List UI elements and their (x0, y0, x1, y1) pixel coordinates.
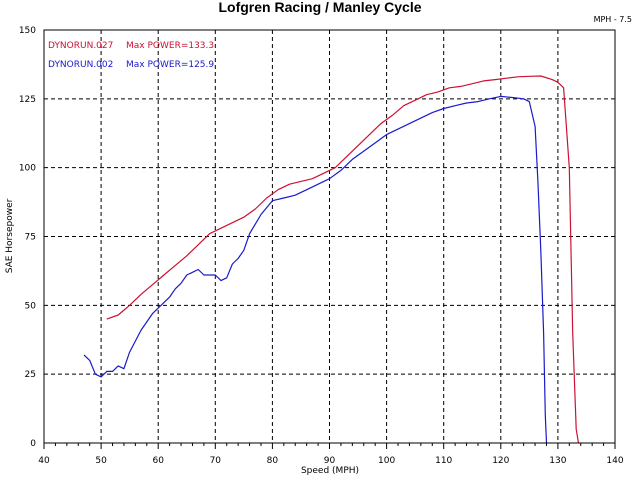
corner-note: MPH - 7.5 (594, 15, 632, 24)
y-tick-label: 0 (30, 439, 36, 449)
x-tick-label: 120 (492, 456, 509, 466)
legend-series-name: DYNORUN.002 (48, 60, 113, 70)
x-tick-label: 140 (606, 456, 623, 466)
series-line-2 (83, 95, 548, 444)
x-tick-label: 100 (378, 456, 395, 466)
legend-series-name: DYNORUN.027 (48, 41, 113, 51)
legend: DYNORUN.027 Max POWER=133.3 DYNORUN.002 Max… (48, 41, 214, 70)
grid (44, 30, 615, 443)
x-tick-label: 130 (549, 456, 566, 466)
legend-max-power: Max POWER=125.9 (126, 60, 214, 70)
x-tick-label: 110 (435, 456, 452, 466)
series-group (83, 75, 580, 444)
x-axis-label: Speed (MPH) (301, 466, 359, 476)
y-tick-label: 50 (25, 301, 37, 311)
y-tick-label: 100 (19, 164, 36, 174)
x-tick-label: 90 (324, 456, 336, 466)
plot-frame (43, 29, 616, 444)
y-axis-label: SAE Horsepower (5, 198, 15, 273)
x-tick-label: 60 (152, 456, 164, 466)
x-tick-label: 50 (95, 456, 107, 466)
x-tick-label: 40 (38, 456, 50, 466)
y-tick-label: 150 (19, 26, 36, 36)
axis-ticks: 40 50 60 70 80 90 100 110 120 130 140 0 25 50 75 100 125… (19, 26, 624, 466)
x-tick-label: 80 (267, 456, 279, 466)
y-tick-label: 75 (25, 233, 36, 243)
y-tick-label: 25 (25, 370, 36, 380)
y-tick-label: 125 (19, 95, 36, 105)
chart-title: Lofgren Racing / Manley Cycle (218, 0, 421, 15)
legend-max-power: Max POWER=133.3 (126, 41, 214, 51)
x-tick-label: 70 (210, 456, 222, 466)
series-line-1 (106, 75, 580, 444)
